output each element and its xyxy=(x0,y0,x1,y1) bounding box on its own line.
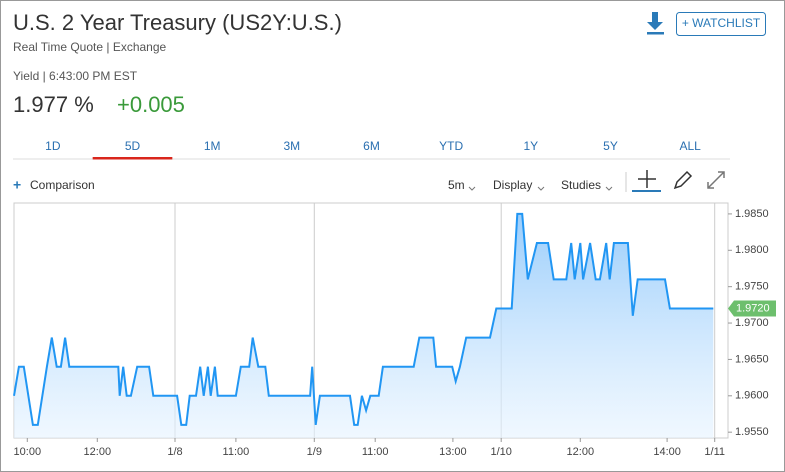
tabs: 1D 5D 1M 3M 6M YTD 1Y 5Y ALL xyxy=(45,139,701,160)
tab[interactable]: 6M xyxy=(363,139,380,153)
chevron xyxy=(605,186,613,191)
x-tick-label: 1/9 xyxy=(307,446,322,458)
quote-label: Yield | 6:43:00 PM EST xyxy=(13,69,138,83)
tab[interactable]: 5D xyxy=(125,139,141,153)
x-tick-label: 14:00 xyxy=(653,446,681,458)
interval[interactable]: 5m xyxy=(448,178,465,192)
display[interactable]: Display xyxy=(493,178,532,192)
comparison-plus[interactable]: + xyxy=(13,177,21,193)
crosshair-tool[interactable] xyxy=(632,170,661,192)
y-tick-label: 1.9550 xyxy=(735,426,769,438)
comparison[interactable]: Comparison xyxy=(30,178,95,192)
active-tab-underline xyxy=(92,157,173,160)
draw-tool[interactable] xyxy=(673,170,693,190)
price-line xyxy=(13,212,714,426)
tab[interactable]: 1Y xyxy=(523,139,538,153)
last-value-badge xyxy=(728,300,776,317)
x-tick-label: 11:00 xyxy=(362,446,389,458)
quote-change: +0.005 xyxy=(117,92,185,117)
tab[interactable]: 5Y xyxy=(603,139,618,153)
chevron xyxy=(537,186,545,191)
tab[interactable]: ALL xyxy=(679,139,701,153)
expand-tool[interactable] xyxy=(707,171,725,189)
tab[interactable]: YTD xyxy=(439,139,463,153)
chart: 10:00 12:00 1/8 11:00 1/9 11:00 13:00 1/10 12:00… xyxy=(13,202,776,458)
chevron xyxy=(468,186,476,191)
y-tick-label: 1.9750 xyxy=(735,281,769,293)
subtitle: Real Time Quote | Exchange xyxy=(13,40,167,54)
watchlist-button[interactable] xyxy=(676,12,766,36)
studies[interactable]: Studies xyxy=(561,178,601,192)
x-tick-label: 1/8 xyxy=(167,446,182,458)
quote-unit: % xyxy=(74,92,94,117)
tab[interactable]: 1M xyxy=(204,139,221,153)
watchlist-label[interactable]: + WATCHLIST xyxy=(682,16,761,30)
quote-number: 1.977 xyxy=(13,92,68,117)
y-tick-label: 1.9650 xyxy=(735,353,769,365)
x-tick-label: 1/11 xyxy=(704,446,725,458)
x-tick-label: 1/10 xyxy=(490,446,511,458)
quote-value: 1.977 % xyxy=(13,92,94,117)
area-fill xyxy=(14,213,714,438)
x-tick-label: 10:00 xyxy=(14,446,42,458)
download-icon[interactable] xyxy=(647,12,664,35)
y-tick-label: 1.9800 xyxy=(735,244,769,256)
x-tick-label: 11:00 xyxy=(223,446,250,458)
tab[interactable]: 3M xyxy=(283,139,300,153)
tab[interactable]: 1D xyxy=(45,139,61,153)
y-tick-label: 1.9700 xyxy=(735,317,769,329)
y-tick-label: 1.9600 xyxy=(735,390,769,402)
title: U.S. 2 Year Treasury (US2Y:U.S.) xyxy=(13,10,342,35)
x-tick-label: 13:00 xyxy=(439,446,467,458)
x-tick-label: 12:00 xyxy=(567,446,595,458)
last-value-label: 1.9720 xyxy=(736,302,770,314)
y-tick-label: 1.9850 xyxy=(735,208,769,220)
x-tick-label: 12:00 xyxy=(84,446,112,458)
